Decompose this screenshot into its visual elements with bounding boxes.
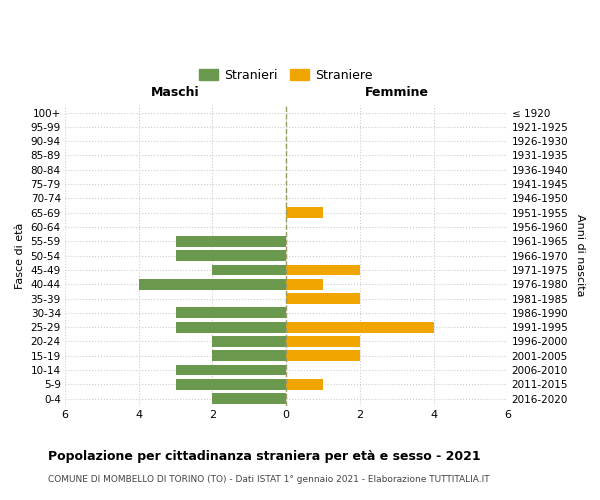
- Bar: [176, 379, 286, 390]
- Text: COMUNE DI MOMBELLO DI TORINO (TO) - Dati ISTAT 1° gennaio 2021 - Elaborazione TU: COMUNE DI MOMBELLO DI TORINO (TO) - Dati…: [48, 475, 490, 484]
- Text: Popolazione per cittadinanza straniera per età e sesso - 2021: Popolazione per cittadinanza straniera p…: [48, 450, 481, 463]
- Bar: [286, 336, 360, 347]
- Bar: [286, 279, 323, 289]
- Bar: [212, 264, 286, 276]
- Bar: [176, 308, 286, 318]
- Bar: [176, 236, 286, 246]
- Bar: [139, 279, 286, 289]
- Bar: [286, 208, 323, 218]
- Bar: [212, 350, 286, 361]
- Bar: [176, 250, 286, 261]
- Bar: [176, 322, 286, 332]
- Bar: [286, 379, 323, 390]
- Y-axis label: Anni di nascita: Anni di nascita: [575, 214, 585, 297]
- Bar: [286, 350, 360, 361]
- Legend: Stranieri, Straniere: Stranieri, Straniere: [194, 64, 378, 86]
- Bar: [286, 322, 434, 332]
- Bar: [212, 394, 286, 404]
- Y-axis label: Fasce di età: Fasce di età: [15, 222, 25, 289]
- Bar: [286, 293, 360, 304]
- Text: Femmine: Femmine: [365, 86, 429, 100]
- Bar: [212, 336, 286, 347]
- Bar: [176, 364, 286, 376]
- Bar: [286, 264, 360, 276]
- Text: Maschi: Maschi: [151, 86, 200, 100]
